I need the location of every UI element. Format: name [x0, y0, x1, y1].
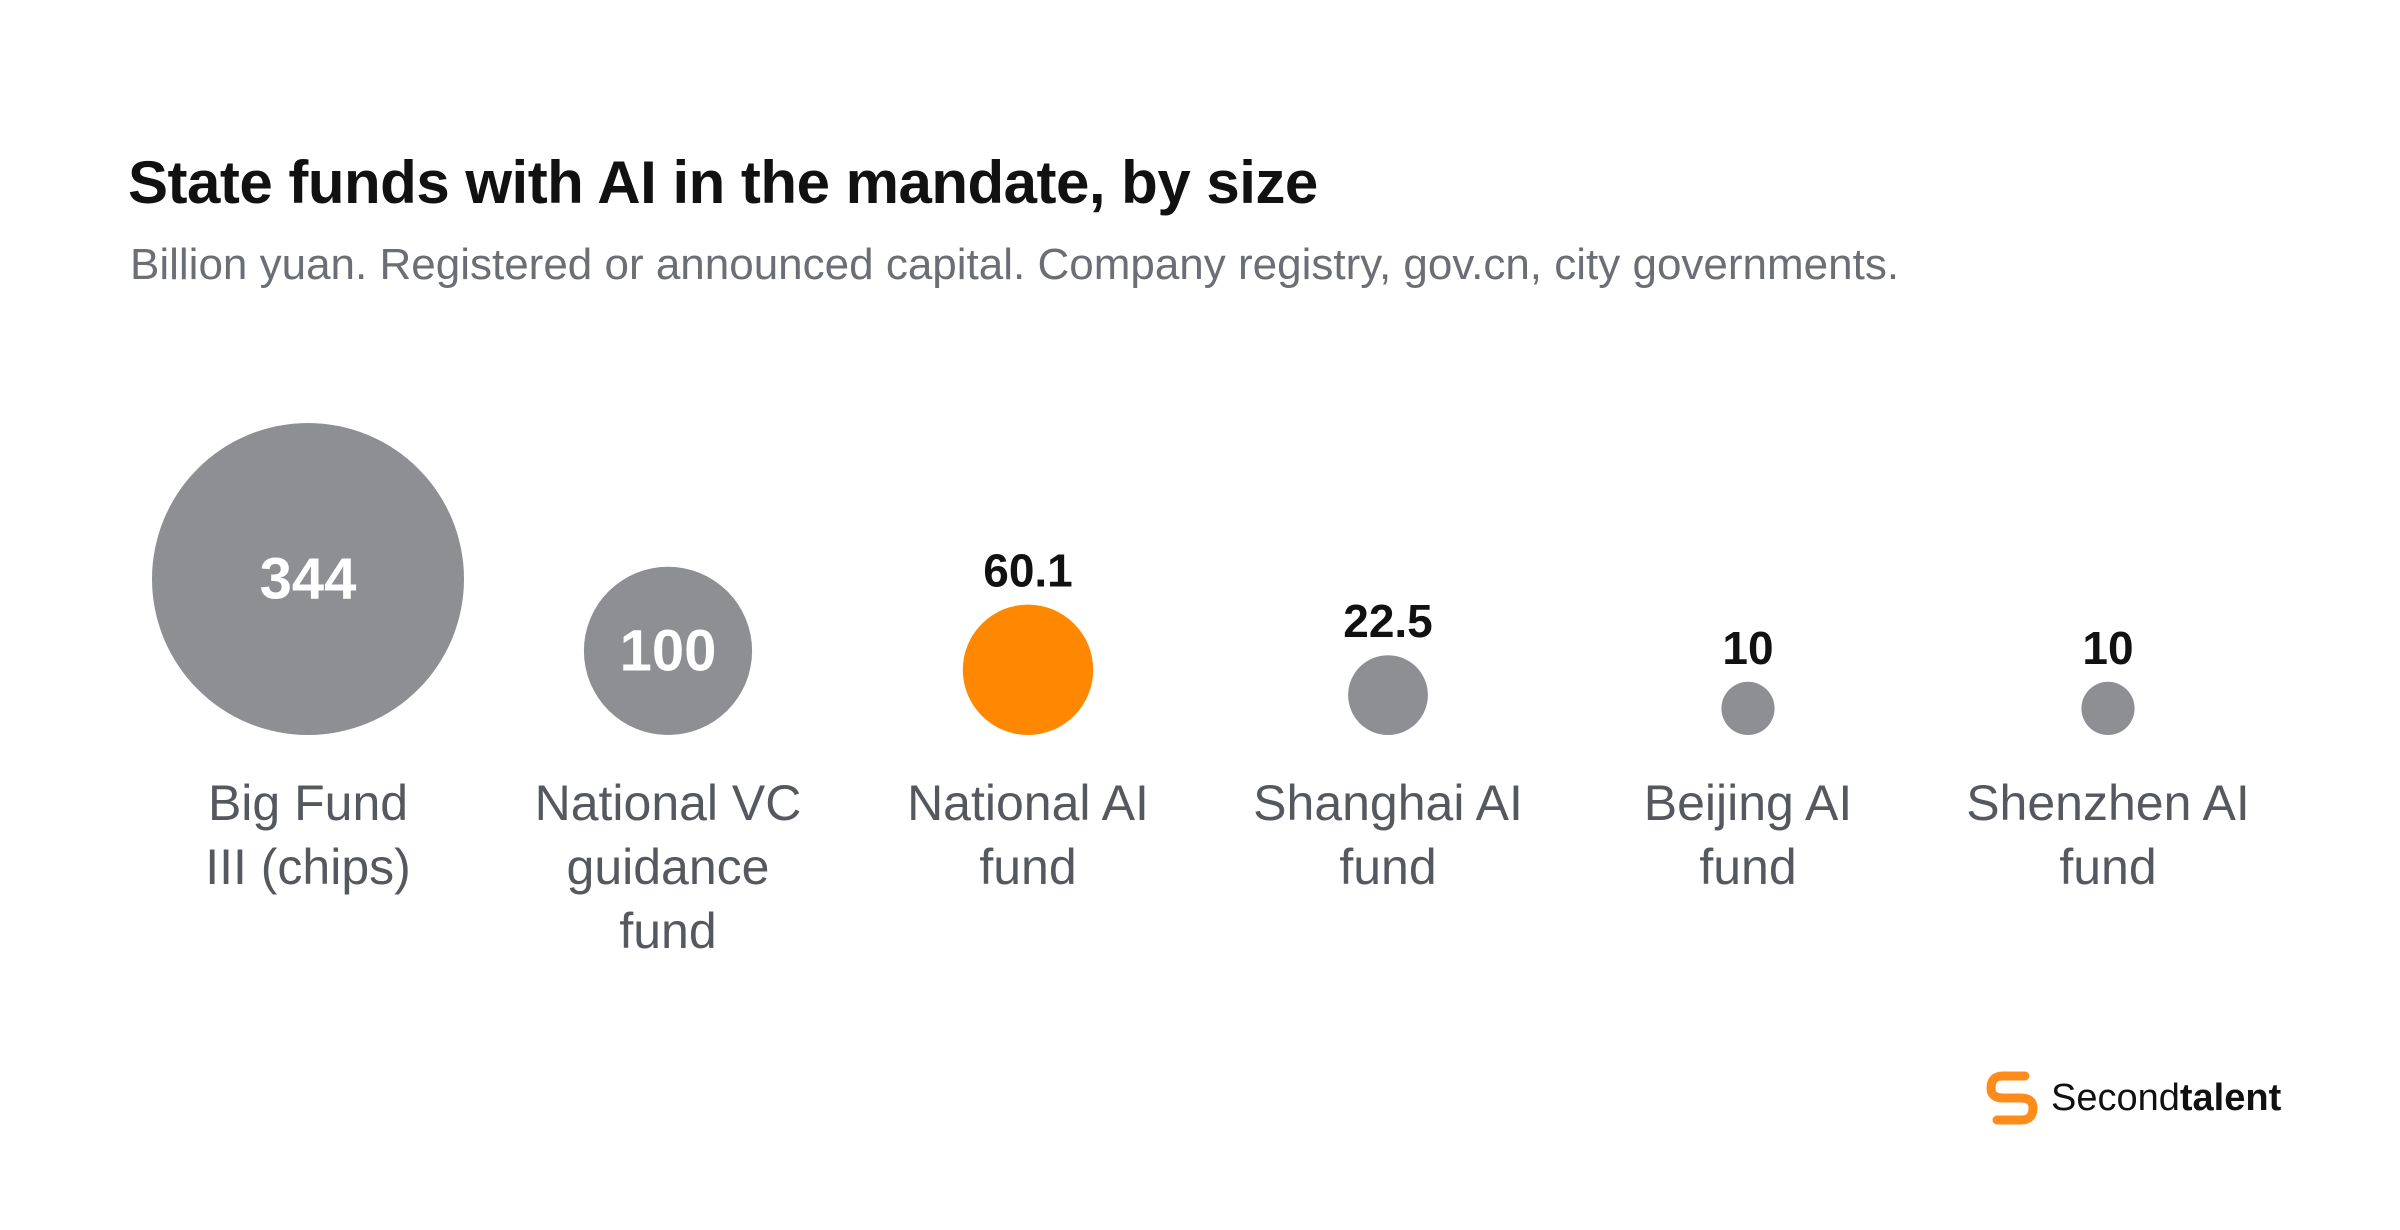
- brand-logo: Secondtalent: [1985, 1068, 2281, 1128]
- bubble-national-ai-fund: [962, 604, 1094, 735]
- category-label-national-vc-guidance-fund-line-3: fund: [619, 903, 716, 959]
- value-label-big-fund-iii-chips: 344: [260, 547, 357, 612]
- brand-name: Secondtalent: [2051, 1077, 2281, 1120]
- value-label-shenzhen-ai-fund: 10: [2082, 622, 2133, 674]
- bubble-shanghai-ai-fund: [1348, 655, 1428, 735]
- category-label-big-fund-iii-chips-line-1: Big Fund: [208, 775, 408, 831]
- chart-title: State funds with AI in the mandate, by s…: [128, 149, 1318, 216]
- category-label-national-ai-fund-line-2: fund: [979, 839, 1076, 895]
- category-label-beijing-ai-fund-line-2: fund: [1699, 839, 1796, 895]
- category-label-shanghai-ai-fund-line-1: Shanghai AI: [1253, 775, 1523, 831]
- value-label-national-ai-fund: 60.1: [983, 545, 1073, 597]
- category-label-national-ai-fund-line-1: National AI: [907, 775, 1149, 831]
- category-label-big-fund-iii-chips-line-2: III (chips): [205, 839, 411, 895]
- category-label-shenzhen-ai-fund-line-1: Shenzhen AI: [1966, 775, 2250, 831]
- brand-name-bold: talent: [2179, 1076, 2282, 1119]
- category-label-shanghai-ai-fund-line-2: fund: [1339, 839, 1436, 895]
- bubble-beijing-ai-fund: [1721, 681, 1775, 735]
- category-label-shenzhen-ai-fund-line-2: fund: [2059, 839, 2156, 895]
- chart-subtitle: Billion yuan. Registered or announced ca…: [130, 240, 1900, 289]
- bubble-national-vc-guidance-fund: [583, 566, 753, 735]
- value-label-national-vc-guidance-fund: 100: [620, 618, 717, 683]
- secondtalent-s-logo-icon: [1986, 1071, 2038, 1125]
- category-label-beijing-ai-fund-line-1: Beijing AI: [1644, 775, 1852, 831]
- value-label-shanghai-ai-fund: 22.5: [1343, 595, 1433, 647]
- bubble-shenzhen-ai-fund: [2081, 681, 2135, 735]
- category-label-national-vc-guidance-fund-line-2: guidance: [567, 839, 770, 895]
- category-label-national-vc-guidance-fund-line-1: National VC: [535, 775, 802, 831]
- brand-name-light: Second: [2051, 1076, 2180, 1119]
- value-label-beijing-ai-fund: 10: [1722, 622, 1773, 674]
- bubble-big-fund-iii-chips: [152, 423, 464, 735]
